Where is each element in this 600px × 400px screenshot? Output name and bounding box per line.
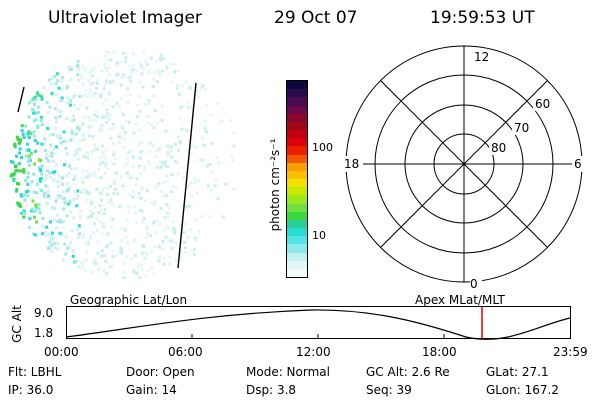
colorbar-segment [287,121,307,131]
alt-ytick-9: 9.0 [34,306,54,320]
time-tick-1800: 18:00 [422,345,457,359]
mlat-label-80: 80 [491,141,506,155]
info-mode: Mode: Normal [246,365,330,379]
colorbar-label: photon cm⁻²s⁻¹ [268,138,282,232]
info-glon: GLon: 167.2 [486,383,559,397]
time-tick-0000: 00:00 [44,345,79,359]
colorbar [286,80,308,278]
colorbar-segment [287,97,307,106]
colorbar-segment [287,252,307,261]
colorbar-segment [287,228,307,237]
colorbar-segment [287,105,307,114]
plot-frame [66,306,571,339]
info-glat: GLat: 27.1 [486,365,549,379]
altitude-curve [66,309,571,340]
colorbar-tick-100: 100 [312,141,333,154]
colorbar-segment [287,138,307,147]
mlat-label-60: 60 [535,97,550,111]
colorbar-segment [287,236,307,245]
colorbar-segment [287,89,307,98]
colorbar-segment [287,146,307,155]
info-dsp: Dsp: 3.8 [246,383,297,397]
colorbar-segment [287,268,307,278]
alt-ylabel: GC Alt [10,305,24,343]
right-limb-line [177,82,197,269]
colorbar-segment [287,219,307,229]
colorbar-segment [287,211,307,220]
colorbar-segment [287,244,307,253]
mlt-label-12: 12 [474,50,489,64]
mlt-label-0: 0 [470,277,478,290]
colorbar-tick-10: 10 [312,229,326,242]
colorbar-fill [287,81,307,278]
alt-ytick-1: 1.8 [34,326,54,340]
mlt-label-18: 18 [344,157,359,171]
polar-grid: 12 6 0 18 60 70 80 [341,45,584,290]
time-label: 19:59:53 UT [430,8,535,28]
time-tick-1200: 12:00 [296,345,331,359]
info-flt: Flt: LBHL [8,365,62,379]
time-tick-2359: 23:59 [553,345,588,359]
info-ip: IP: 36.0 [8,383,54,397]
colorbar-segment [287,195,307,204]
mlt-label-6: 6 [574,157,582,171]
info-door: Door: Open [126,365,195,379]
instrument-title: Ultraviolet Imager [48,8,202,28]
colorbar-segment [287,162,307,171]
apex-title: Apex MLat/MLT [415,293,505,307]
colorbar-segment [287,81,307,90]
info-gain: Gain: 14 [126,383,177,397]
date-label: 29 Oct 07 [274,8,358,28]
info-gcalt: GC Alt: 2.6 Re [366,365,450,379]
colorbar-segment [287,203,307,212]
colorbar-segment [287,113,307,122]
colorbar-segment [287,170,307,180]
colorbar-segment [287,260,307,269]
colorbar-segment [287,130,307,139]
info-seq: Seq: 39 [366,383,412,397]
colorbar-segment [287,154,307,163]
colorbar-segment [287,179,307,188]
colorbar-segment [287,187,307,196]
left-limb-line [17,86,25,113]
mlat-label-70: 70 [514,121,529,135]
time-tick-0600: 06:00 [168,345,203,359]
altitude-plot [66,306,571,340]
earth-disk-image [9,50,236,280]
geographic-title: Geographic Lat/Lon [70,293,188,307]
